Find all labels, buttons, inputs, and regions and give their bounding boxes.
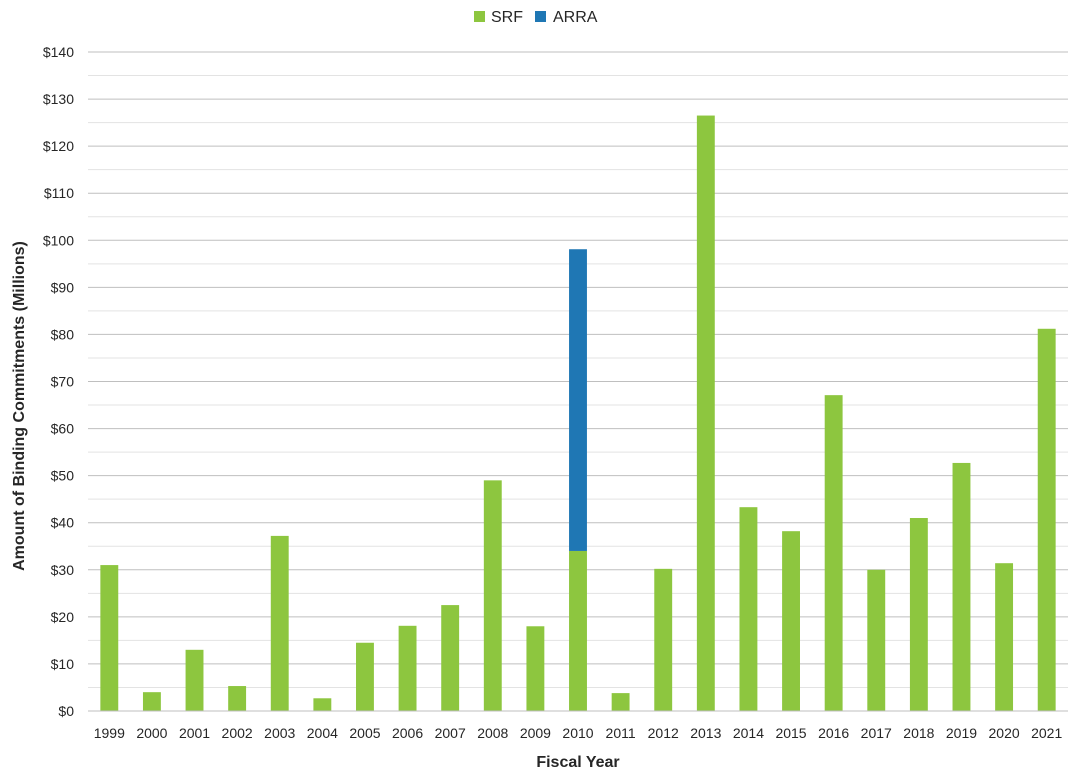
x-tick-label: 2009 xyxy=(520,725,551,741)
y-tick-label: $30 xyxy=(51,562,75,578)
x-tick-label: 2005 xyxy=(349,725,380,741)
bar-srf-2007 xyxy=(441,605,460,711)
bar-srf-2006 xyxy=(398,625,417,711)
bar-srf-2021 xyxy=(1037,328,1056,711)
bar-srf-2018 xyxy=(909,518,928,711)
x-tick-label: 2020 xyxy=(989,725,1020,741)
x-tick-label: 2018 xyxy=(903,725,934,741)
y-tick-label: $0 xyxy=(58,703,74,719)
x-tick-label: 2004 xyxy=(307,725,338,741)
y-axis-tick-labels: $0 $10 $20 $30 $40 $50 $60 $70 $80 $90 $100 $110 $12… xyxy=(43,44,74,719)
bar-srf-2020 xyxy=(995,563,1014,711)
legend-label-srf: SRF xyxy=(491,9,523,26)
x-axis-tick-labels: 1999 2000 2001 2002 2003 2004 2005 2006 2007 2008… xyxy=(94,725,1063,741)
x-tick-label: 2002 xyxy=(222,725,253,741)
x-tick-label: 1999 xyxy=(94,725,125,741)
bar-srf-2008 xyxy=(483,480,502,711)
bar-srf-2004 xyxy=(313,698,332,711)
bar-srf-2015 xyxy=(782,531,800,711)
bar-srf-2011 xyxy=(611,693,630,711)
x-tick-label: 2006 xyxy=(392,725,423,741)
x-tick-label: 2014 xyxy=(733,725,764,741)
bar-arra-2010 xyxy=(569,249,587,551)
bar-srf-2005 xyxy=(356,642,374,711)
legend-swatch-arra xyxy=(535,11,546,22)
y-tick-label: $10 xyxy=(51,656,75,672)
legend-swatch-srf xyxy=(474,11,485,22)
bar-srf-2013 xyxy=(696,115,715,711)
x-tick-label: 2000 xyxy=(136,725,167,741)
x-tick-label: 2021 xyxy=(1031,725,1062,741)
x-tick-label: 2001 xyxy=(179,725,210,741)
bar-srf-2000 xyxy=(142,692,161,711)
x-tick-label: 2008 xyxy=(477,725,508,741)
y-axis-title: Amount of Binding Commitments (Millions) xyxy=(11,241,28,571)
y-tick-label: $20 xyxy=(51,609,75,625)
y-tick-label: $70 xyxy=(51,374,75,390)
bar-srf-2010 xyxy=(569,550,587,711)
y-tick-label: $110 xyxy=(44,185,74,201)
legend: SRF ARRA xyxy=(474,9,598,26)
bars xyxy=(100,115,1056,711)
y-tick-label: $50 xyxy=(51,468,75,484)
y-tick-label: $130 xyxy=(43,91,74,107)
bar-srf-2016 xyxy=(824,395,843,711)
bar-srf-2012 xyxy=(654,568,673,711)
x-tick-label: 2007 xyxy=(435,725,466,741)
x-axis-title: Fiscal Year xyxy=(536,754,619,771)
bar-srf-2009 xyxy=(526,626,545,711)
x-tick-label: 2017 xyxy=(861,725,892,741)
y-tick-label: $90 xyxy=(51,279,75,295)
x-tick-label: 2010 xyxy=(562,725,593,741)
x-tick-label: 2016 xyxy=(818,725,849,741)
y-tick-label: $100 xyxy=(43,232,74,248)
bar-srf-2003 xyxy=(270,535,289,711)
bar-srf-2002 xyxy=(228,686,247,711)
x-tick-label: 2019 xyxy=(946,725,977,741)
y-tick-label: $120 xyxy=(43,138,74,154)
legend-label-arra: ARRA xyxy=(553,9,598,26)
x-tick-label: 2003 xyxy=(264,725,295,741)
bar-srf-2019 xyxy=(952,462,971,711)
y-tick-label: $60 xyxy=(51,421,75,437)
y-tick-label: $40 xyxy=(51,515,75,531)
x-tick-label: 2015 xyxy=(775,725,806,741)
bar-srf-2017 xyxy=(867,569,886,711)
bar-srf-1999 xyxy=(100,565,119,711)
y-tick-label: $140 xyxy=(43,44,74,60)
y-tick-label: $80 xyxy=(51,326,75,342)
x-tick-label: 2011 xyxy=(606,725,636,741)
x-tick-label: 2013 xyxy=(690,725,721,741)
x-tick-label: 2012 xyxy=(648,725,679,741)
bar-srf-2001 xyxy=(185,649,204,711)
bar-srf-2014 xyxy=(739,507,758,711)
